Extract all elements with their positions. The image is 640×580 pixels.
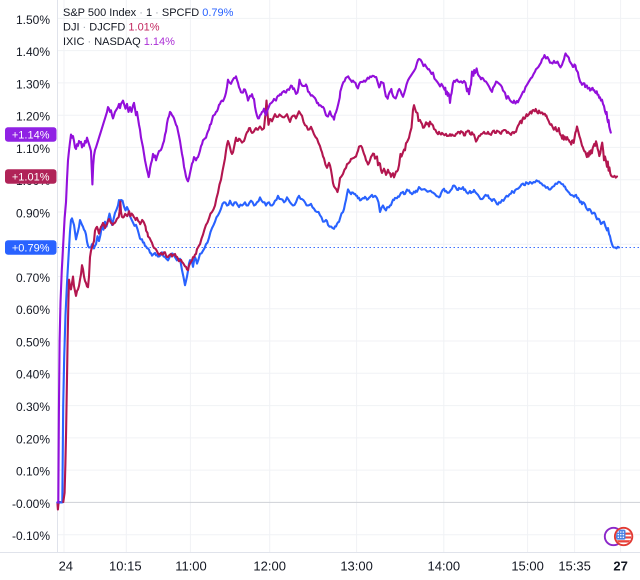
svg-text:10:15: 10:15 xyxy=(109,559,142,574)
svg-text:1.40%: 1.40% xyxy=(16,45,50,59)
svg-text:DJI · DJCFD 1.01%: DJI · DJCFD 1.01% xyxy=(63,22,160,34)
svg-text:11:00: 11:00 xyxy=(175,559,207,574)
svg-text:IXIC · NASDAQ 1.14%: IXIC · NASDAQ 1.14% xyxy=(63,36,175,48)
svg-text:+1.14%: +1.14% xyxy=(12,130,50,142)
svg-text:-0.10%: -0.10% xyxy=(12,529,50,543)
svg-text:27: 27 xyxy=(613,559,627,574)
svg-text:14:00: 14:00 xyxy=(428,559,461,574)
svg-text:0.30%: 0.30% xyxy=(16,400,50,414)
svg-text:1.50%: 1.50% xyxy=(16,13,50,27)
svg-text:15:00: 15:00 xyxy=(511,559,544,574)
svg-text:0.50%: 0.50% xyxy=(16,335,50,349)
svg-text:+0.79%: +0.79% xyxy=(12,243,50,255)
svg-text:0.60%: 0.60% xyxy=(16,303,50,317)
svg-text:S&P 500 Index · 1 · SPCFD 0.7: S&P 500 Index · 1 · SPCFD 0.79% xyxy=(63,7,234,19)
svg-text:1.20%: 1.20% xyxy=(16,110,50,124)
svg-text:1.10%: 1.10% xyxy=(16,142,50,156)
svg-text:0.20%: 0.20% xyxy=(16,432,50,446)
svg-text:0.10%: 0.10% xyxy=(16,465,50,479)
svg-text:15:35: 15:35 xyxy=(558,559,591,574)
svg-text:0.90%: 0.90% xyxy=(16,206,50,220)
svg-text:0.70%: 0.70% xyxy=(16,271,50,285)
svg-text:24: 24 xyxy=(59,559,73,574)
svg-text:+1.01%: +1.01% xyxy=(12,172,50,184)
svg-text:1.30%: 1.30% xyxy=(16,77,50,91)
svg-text:12:00: 12:00 xyxy=(253,559,286,574)
svg-text:0.40%: 0.40% xyxy=(16,368,50,382)
svg-text:13:00: 13:00 xyxy=(340,559,373,574)
svg-text:-0.00%: -0.00% xyxy=(12,497,50,511)
